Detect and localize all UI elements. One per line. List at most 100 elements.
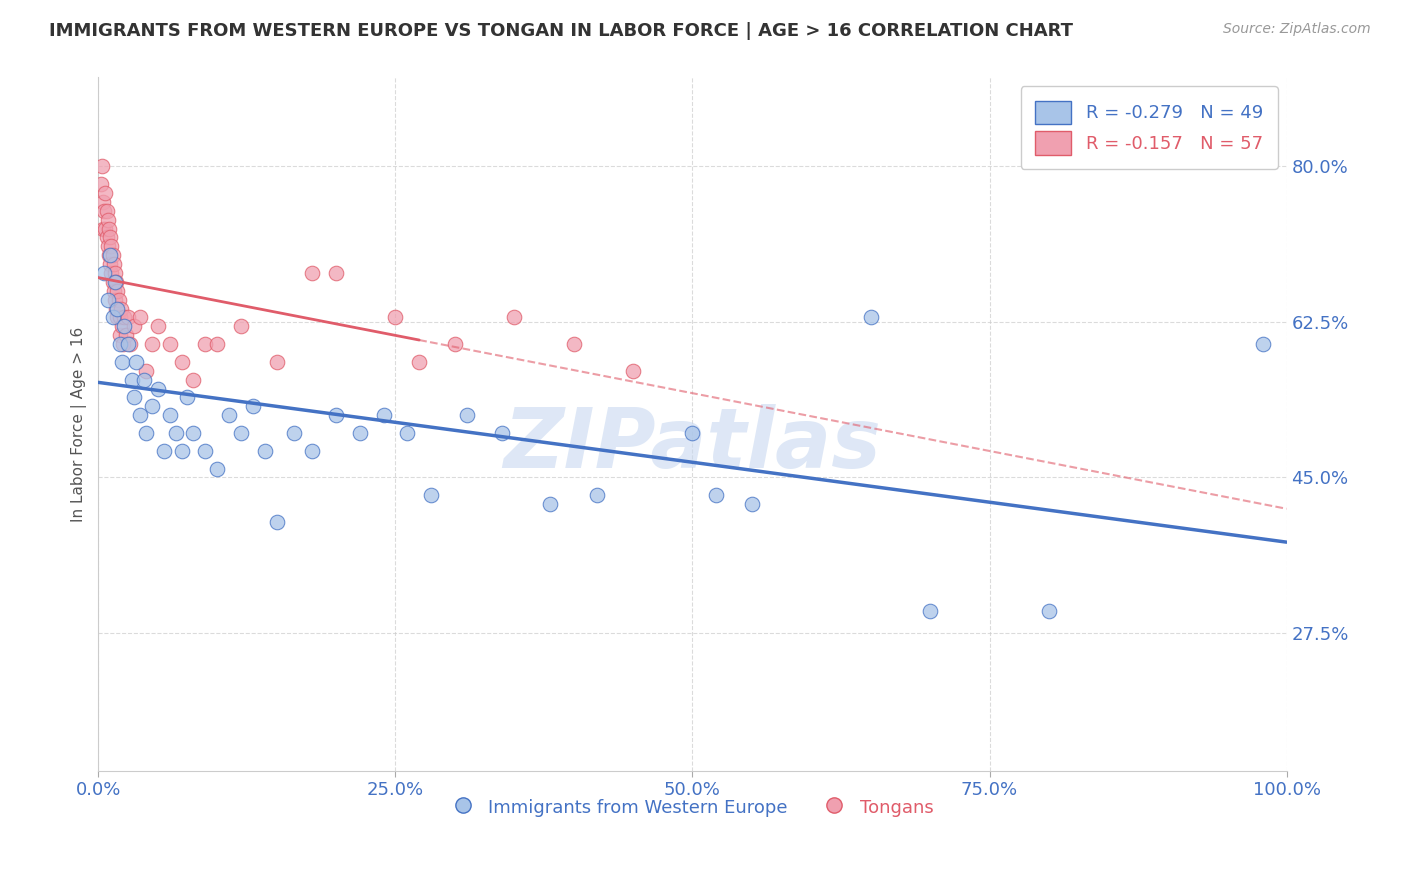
Point (112, 337, 135, 351)
Point (396, 425, 419, 440)
Point (384, 310, 406, 325)
Text: Source: ZipAtlas.com: Source: ZipAtlas.com (1223, 22, 1371, 37)
Point (266, 515, 288, 529)
Point (105, 301, 128, 316)
Point (253, 443, 276, 458)
Point (146, 382, 169, 396)
Point (101, 275, 124, 289)
Point (122, 319, 145, 334)
Point (96, 230, 118, 244)
Point (114, 319, 136, 334)
Point (98, 230, 121, 244)
Point (105, 301, 128, 316)
Point (114, 310, 136, 325)
Point (121, 373, 143, 387)
Point (105, 284, 128, 298)
Point (159, 337, 181, 351)
Point (194, 337, 217, 351)
Point (229, 319, 252, 334)
Point (132, 373, 155, 387)
Point (704, 488, 727, 502)
Point (456, 408, 478, 422)
Point (283, 425, 305, 440)
Point (129, 310, 152, 325)
Point (111, 319, 134, 334)
Point (141, 399, 163, 413)
Point (107, 293, 129, 307)
Point (97, 239, 120, 253)
Point (93, 203, 115, 218)
Point (105, 275, 128, 289)
Point (135, 425, 157, 440)
Point (97, 293, 120, 307)
Point (129, 408, 152, 422)
Point (108, 328, 131, 343)
Point (105, 310, 128, 325)
Point (146, 319, 169, 334)
Point (111, 355, 134, 369)
Point (420, 488, 443, 502)
Point (104, 266, 127, 280)
Point (538, 497, 561, 511)
Point (325, 408, 347, 422)
Point (96, 203, 118, 218)
Text: IMMIGRANTS FROM WESTERN EUROPE VS TONGAN IN LABOR FORCE | AGE > 16 CORRELATION C: IMMIGRANTS FROM WESTERN EUROPE VS TONGAN… (49, 22, 1073, 40)
Point (194, 443, 217, 458)
Point (110, 301, 132, 316)
Point (98, 257, 121, 271)
Point (503, 310, 526, 325)
Point (98, 248, 121, 262)
Text: ZIPatlas: ZIPatlas (503, 404, 882, 485)
Point (1251, 337, 1274, 351)
Point (176, 391, 198, 405)
Point (93, 266, 115, 280)
Point (562, 337, 585, 351)
Point (91, 221, 114, 235)
Point (122, 391, 145, 405)
Point (920, 604, 942, 618)
Point (94, 186, 117, 200)
Point (682, 425, 704, 440)
Point (229, 425, 252, 440)
Point (183, 425, 205, 440)
Point (117, 337, 139, 351)
Point (103, 284, 125, 298)
Point (443, 337, 465, 351)
Point (120, 337, 142, 351)
Y-axis label: In Labor Force | Age > 16: In Labor Force | Age > 16 (72, 326, 87, 522)
Legend: Immigrants from Western Europe, Tongans: Immigrants from Western Europe, Tongans (444, 790, 941, 824)
Point (349, 425, 371, 440)
Point (741, 497, 763, 511)
Point (141, 337, 163, 351)
Point (205, 337, 228, 351)
Point (1038, 604, 1060, 618)
Point (104, 275, 127, 289)
Point (108, 310, 131, 325)
Point (101, 248, 124, 262)
Point (98, 221, 121, 235)
Point (373, 408, 395, 422)
Point (94, 221, 117, 235)
Point (152, 443, 174, 458)
Point (218, 408, 240, 422)
Point (104, 293, 127, 307)
Point (621, 364, 644, 378)
Point (90, 177, 112, 191)
Point (408, 355, 430, 369)
Point (491, 425, 513, 440)
Point (301, 443, 323, 458)
Point (103, 257, 125, 271)
Point (159, 408, 181, 422)
Point (586, 488, 609, 502)
Point (135, 364, 157, 378)
Point (98, 248, 121, 262)
Point (114, 328, 136, 343)
Point (301, 266, 323, 280)
Point (100, 239, 122, 253)
Point (325, 266, 347, 280)
Point (97, 212, 120, 227)
Point (117, 310, 139, 325)
Point (125, 355, 148, 369)
Point (90, 159, 112, 173)
Point (242, 399, 264, 413)
